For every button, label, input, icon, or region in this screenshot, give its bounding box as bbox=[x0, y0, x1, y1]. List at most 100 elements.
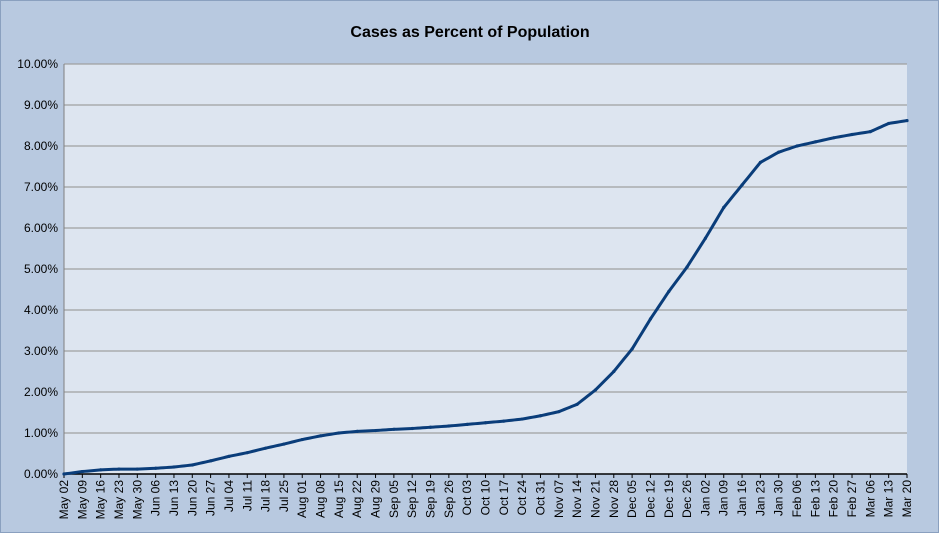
x-tick-label: Nov 21 bbox=[588, 480, 602, 518]
data-point bbox=[905, 118, 909, 123]
y-tick-label: 7.00% bbox=[24, 180, 58, 194]
x-tick-label: Jun 13 bbox=[167, 480, 181, 516]
data-point bbox=[813, 140, 817, 144]
data-point bbox=[117, 467, 121, 471]
y-tick-label: 2.00% bbox=[24, 385, 58, 399]
data-point bbox=[263, 446, 268, 450]
data-point bbox=[740, 183, 744, 187]
x-tick-label: Aug 15 bbox=[332, 480, 346, 518]
data-point bbox=[593, 388, 598, 392]
x-tick-label: Nov 07 bbox=[552, 480, 566, 518]
data-point bbox=[612, 369, 616, 374]
x-tick-label: Sep 05 bbox=[387, 480, 401, 518]
data-point bbox=[777, 150, 781, 154]
x-tick-label: Jul 18 bbox=[259, 480, 273, 512]
data-point bbox=[172, 465, 176, 469]
x-tick-label: Sep 26 bbox=[442, 480, 456, 518]
x-tick-label: Jan 02 bbox=[698, 480, 712, 516]
data-point bbox=[337, 431, 341, 435]
y-tick-label: 1.00% bbox=[24, 426, 58, 440]
x-tick-label: Jun 20 bbox=[185, 480, 199, 516]
y-tick-label: 5.00% bbox=[24, 262, 58, 276]
x-tick-label: Oct 17 bbox=[497, 480, 511, 516]
x-axis-ticks: May 02 May 09 May 16 May 23 May 30 Jun 06 Jun … bbox=[57, 474, 914, 519]
axes bbox=[63, 64, 907, 475]
data-point bbox=[227, 454, 231, 458]
chart-title: Cases as Percent of Population bbox=[350, 24, 589, 41]
x-tick-label: Jul 11 bbox=[240, 480, 254, 511]
data-point bbox=[703, 236, 708, 240]
x-tick-label: Oct 24 bbox=[515, 480, 529, 516]
data-point bbox=[868, 130, 872, 134]
data-point bbox=[209, 459, 213, 463]
data-point bbox=[648, 317, 653, 321]
data-point bbox=[465, 422, 469, 426]
x-tick-label: Jan 16 bbox=[735, 480, 749, 516]
data-point bbox=[135, 467, 139, 471]
data-point bbox=[318, 434, 323, 438]
data-point bbox=[483, 421, 488, 425]
data-point bbox=[245, 451, 249, 455]
x-tick-label: Aug 01 bbox=[295, 480, 309, 518]
data-point bbox=[190, 463, 194, 467]
data-point bbox=[355, 429, 359, 433]
x-tick-label: Mar 06 bbox=[863, 480, 877, 518]
x-tick-label: Aug 29 bbox=[369, 480, 383, 518]
data-point bbox=[520, 417, 524, 421]
data-point bbox=[557, 410, 561, 414]
x-tick-label: Oct 10 bbox=[479, 480, 493, 516]
x-tick-label: Mar 13 bbox=[882, 480, 896, 518]
data-point bbox=[887, 121, 891, 126]
data-point bbox=[428, 425, 433, 429]
x-tick-label: Aug 22 bbox=[350, 480, 364, 518]
y-axis-ticks: 0.00% 1.00% 2.00% 3.00% 4.00% 5.00% 6.00% 7.00%… bbox=[17, 57, 58, 481]
data-point bbox=[99, 468, 103, 472]
data-point bbox=[538, 414, 543, 418]
y-tick-label: 8.00% bbox=[24, 139, 58, 153]
y-tick-label: 6.00% bbox=[24, 221, 58, 235]
x-tick-label: Nov 14 bbox=[570, 480, 584, 518]
x-tick-label: Jun 06 bbox=[149, 480, 163, 516]
y-tick-label: 3.00% bbox=[24, 344, 58, 358]
data-point bbox=[373, 428, 378, 433]
x-tick-label: Dec 19 bbox=[662, 480, 676, 518]
gridlines bbox=[64, 63, 907, 434]
x-tick-label: Feb 06 bbox=[790, 480, 804, 518]
data-point bbox=[300, 437, 304, 442]
x-tick-label: May 16 bbox=[94, 480, 108, 520]
x-tick-label: Jun 27 bbox=[204, 480, 218, 516]
x-tick-label: Oct 03 bbox=[460, 480, 474, 516]
x-tick-label: May 09 bbox=[75, 480, 89, 520]
data-point bbox=[758, 160, 762, 164]
data-point bbox=[832, 136, 836, 140]
data-point bbox=[154, 466, 158, 470]
data-point bbox=[667, 289, 671, 294]
x-tick-label: May 30 bbox=[130, 480, 144, 520]
data-point bbox=[850, 132, 854, 137]
x-tick-label: Feb 20 bbox=[827, 480, 841, 518]
x-tick-label: Dec 05 bbox=[625, 480, 639, 518]
x-tick-label: Feb 13 bbox=[808, 480, 822, 518]
x-tick-label: Jan 23 bbox=[753, 480, 767, 516]
data-point bbox=[62, 472, 66, 476]
x-tick-label: Jan 09 bbox=[717, 480, 731, 516]
x-tick-label: Dec 12 bbox=[643, 480, 657, 518]
data-point bbox=[722, 205, 726, 210]
y-tick-label: 4.00% bbox=[24, 303, 58, 317]
x-tick-label: Jul 04 bbox=[222, 480, 236, 512]
data-point bbox=[282, 442, 286, 446]
data-point bbox=[685, 265, 689, 269]
data-point bbox=[80, 469, 84, 474]
y-tick-label: 9.00% bbox=[24, 98, 58, 112]
data-point bbox=[410, 426, 414, 431]
series-layer bbox=[62, 118, 909, 476]
data-point bbox=[447, 424, 451, 428]
data-point bbox=[502, 419, 506, 423]
data-point bbox=[795, 144, 799, 148]
x-tick-label: May 23 bbox=[112, 480, 126, 520]
x-tick-label: Jul 25 bbox=[277, 480, 291, 512]
x-tick-label: Aug 08 bbox=[314, 480, 328, 518]
x-tick-label: Nov 28 bbox=[607, 480, 621, 518]
